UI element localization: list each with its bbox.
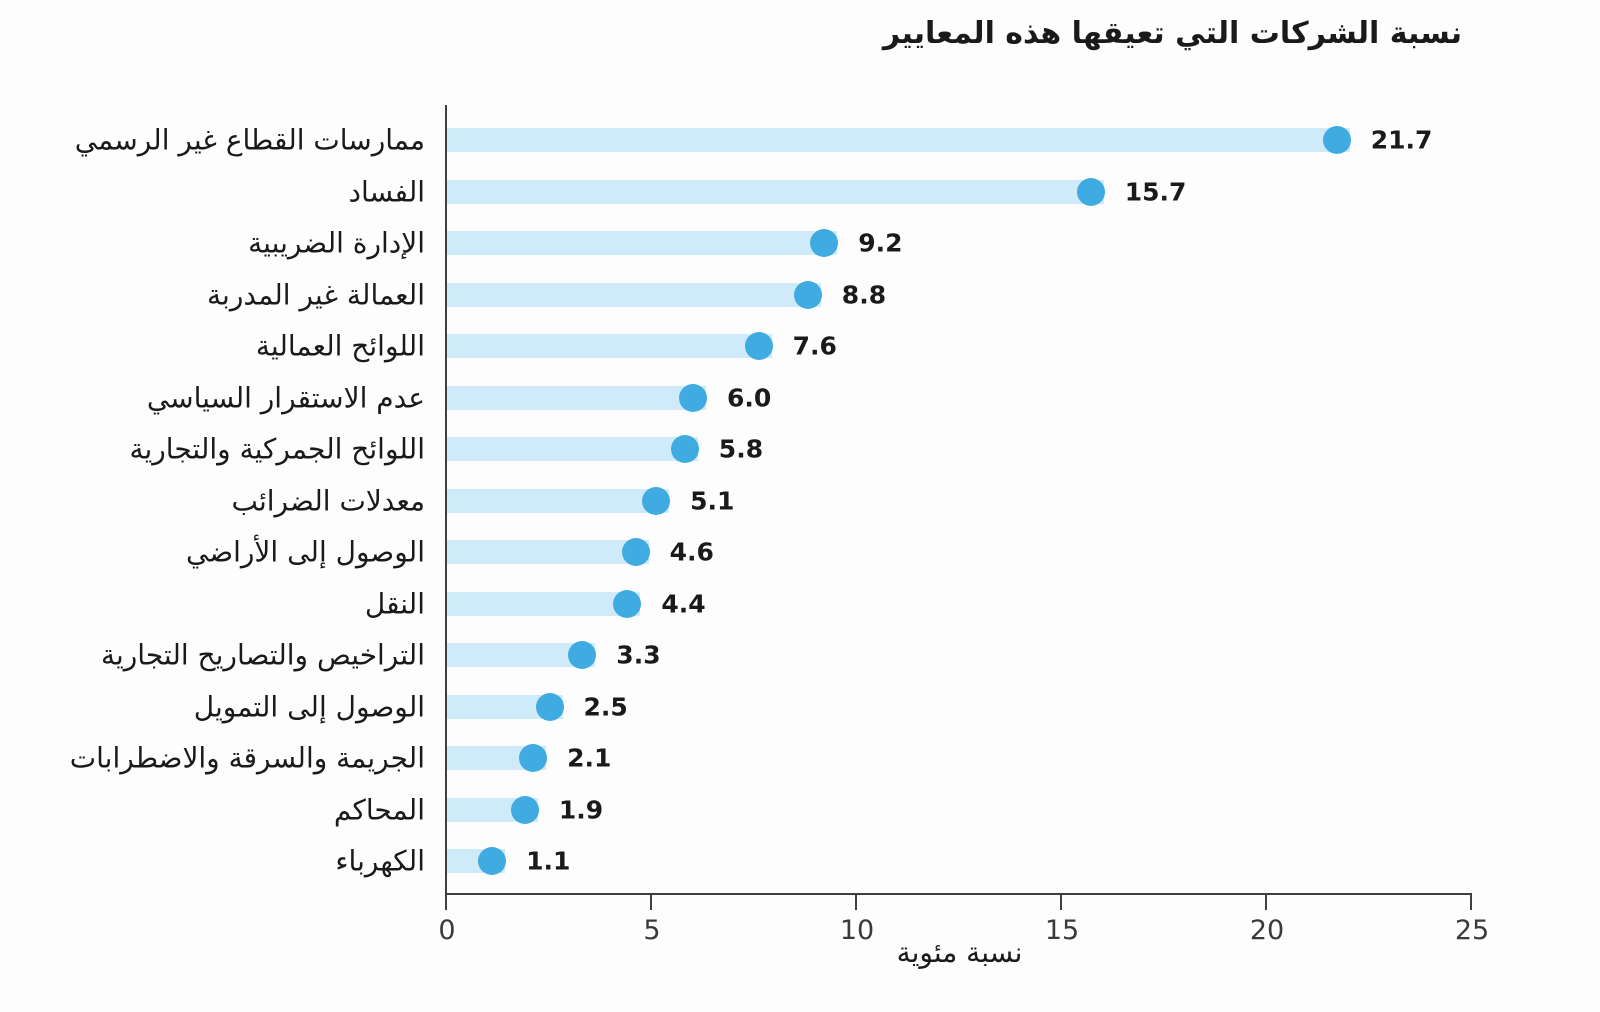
lollipop-dot [1322, 126, 1351, 154]
value-label: 1.1 [526, 846, 571, 876]
x-tick-label: 25 [1454, 915, 1490, 946]
value-label: 3.3 [616, 640, 661, 670]
x-tick-label: 15 [1044, 915, 1080, 946]
x-tick-mark [855, 895, 857, 910]
x-tick-mark [445, 895, 447, 910]
category-label: ممارسات القطاع غير الرسمي [74, 123, 425, 157]
value-label: 4.4 [661, 589, 706, 618]
lollipop-dot [519, 744, 548, 772]
category-label: الفساد [348, 175, 425, 208]
lollipop-dot [642, 486, 671, 515]
category-label: اللوائح العمالية [255, 329, 425, 363]
value-label: 5.8 [718, 434, 764, 464]
lollipop-dot [478, 847, 507, 875]
lollipop-dot [793, 280, 822, 309]
bar [447, 385, 706, 410]
value-label: 15.7 [1124, 177, 1187, 206]
lollipop-dot [510, 795, 539, 824]
bar [447, 488, 670, 513]
category-label: الوصول إلى التمويل [193, 690, 425, 723]
x-tick-label: 0 [438, 915, 456, 946]
x-tick-mark [650, 895, 652, 910]
lollipop-dot [1076, 177, 1105, 206]
lollipop-dot [744, 332, 773, 360]
category-label: الجريمة والسرقة والاضطرابات [69, 741, 425, 775]
value-label: 21.7 [1370, 125, 1433, 155]
bar [447, 128, 1350, 152]
category-label: المحاكم [333, 793, 425, 826]
lollipop-dot [568, 641, 597, 669]
bar [447, 540, 649, 564]
category-label: العمالة غير المدربة [207, 278, 425, 311]
value-label: 9.2 [858, 228, 903, 258]
bar [447, 437, 698, 461]
bar [447, 334, 772, 358]
category-label: معدلات الضرائب [231, 484, 425, 517]
x-tick-label: 20 [1249, 915, 1285, 946]
value-label: 7.6 [792, 331, 837, 361]
bar [447, 591, 641, 616]
category-label: الوصول إلى الأراضي [186, 535, 425, 569]
lollipop-dot [810, 229, 839, 257]
x-axis-label: نسبة مئوية [896, 936, 1023, 969]
lollipop-dot [613, 589, 642, 618]
value-label: 2.5 [583, 692, 628, 721]
value-label: 1.9 [558, 795, 604, 824]
category-label: عدم الاستقرار السياسي [146, 381, 425, 414]
value-label: 2.1 [567, 743, 612, 773]
bar [447, 231, 838, 255]
value-label: 4.6 [669, 537, 714, 567]
category-label: الإدارة الضريبية [248, 226, 425, 260]
lollipop-dot [670, 435, 699, 463]
category-label: التراخيص والتصاريح التجارية [100, 638, 425, 672]
lollipop-dot [621, 538, 650, 566]
value-label: 6.0 [727, 383, 772, 412]
bar [447, 282, 821, 307]
category-label: اللوائح الجمركية والتجارية [129, 432, 425, 466]
lollipop-dot [535, 692, 564, 721]
x-tick-mark [1470, 895, 1472, 910]
value-label: 8.8 [841, 280, 887, 309]
category-label: النقل [364, 587, 425, 620]
x-tick-label: 5 [643, 915, 661, 946]
bar [447, 179, 1104, 204]
x-tick-mark [1060, 895, 1062, 910]
x-axis-line [445, 893, 1472, 895]
chart-title: نسبة الشركات التي تعيقها هذه المعايير [882, 16, 1462, 51]
x-tick-mark [1265, 895, 1267, 910]
value-label: 5.1 [690, 486, 735, 515]
category-label: الكهرباء [335, 844, 425, 878]
lollipop-dot [679, 383, 707, 412]
x-tick-label: 10 [839, 915, 875, 946]
y-axis-line [445, 105, 447, 910]
